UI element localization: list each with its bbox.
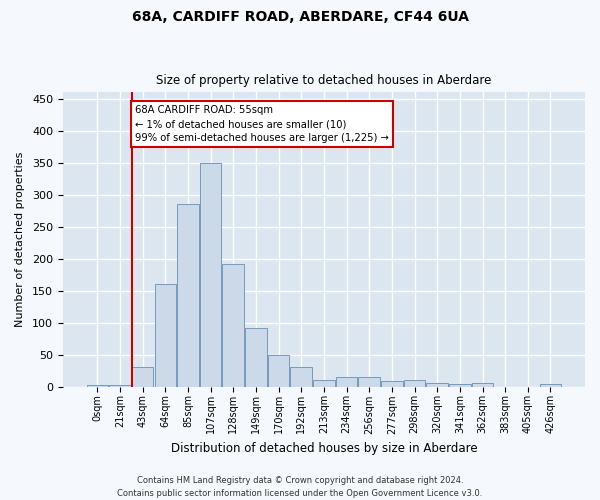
- Y-axis label: Number of detached properties: Number of detached properties: [15, 152, 25, 327]
- Bar: [358, 377, 380, 386]
- Bar: [200, 162, 221, 386]
- Text: 68A, CARDIFF ROAD, ABERDARE, CF44 6UA: 68A, CARDIFF ROAD, ABERDARE, CF44 6UA: [131, 10, 469, 24]
- Bar: [472, 384, 493, 386]
- Bar: [336, 377, 358, 386]
- Bar: [132, 368, 154, 386]
- Bar: [404, 380, 425, 386]
- Bar: [540, 384, 561, 386]
- Bar: [109, 385, 131, 386]
- Bar: [177, 204, 199, 386]
- Bar: [155, 284, 176, 386]
- Text: 68A CARDIFF ROAD: 55sqm
← 1% of detached houses are smaller (10)
99% of semi-det: 68A CARDIFF ROAD: 55sqm ← 1% of detached…: [135, 105, 389, 143]
- Bar: [381, 382, 403, 386]
- Title: Size of property relative to detached houses in Aberdare: Size of property relative to detached ho…: [156, 74, 491, 87]
- Bar: [268, 354, 289, 386]
- Text: Contains HM Land Registry data © Crown copyright and database right 2024.
Contai: Contains HM Land Registry data © Crown c…: [118, 476, 482, 498]
- X-axis label: Distribution of detached houses by size in Aberdare: Distribution of detached houses by size …: [170, 442, 477, 455]
- Bar: [427, 384, 448, 386]
- Bar: [245, 328, 266, 386]
- Bar: [223, 264, 244, 386]
- Bar: [290, 368, 312, 386]
- Bar: [313, 380, 335, 386]
- Bar: [449, 384, 470, 386]
- Bar: [86, 385, 108, 386]
